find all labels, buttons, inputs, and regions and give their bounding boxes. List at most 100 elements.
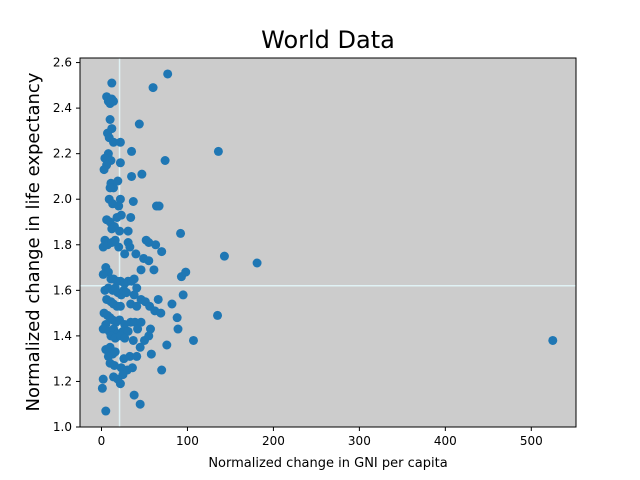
- data-point: [144, 238, 154, 247]
- data-point: [137, 169, 147, 179]
- data-point: [114, 242, 124, 252]
- data-point: [128, 197, 138, 206]
- data-point: [178, 290, 188, 300]
- data-point: [163, 69, 173, 79]
- data-point: [97, 383, 107, 393]
- data-point: [160, 156, 170, 165]
- data-point: [103, 351, 113, 361]
- data-point: [114, 201, 124, 211]
- data-point: [188, 335, 198, 345]
- y-axis-ticks: 1.0 1.2 1.4 1.6 1.8 2.0 2.2 2.4 2.6: [53, 56, 80, 434]
- data-point: [115, 137, 125, 147]
- data-point: [149, 265, 159, 275]
- data-point: [120, 249, 130, 259]
- data-point: [135, 342, 145, 352]
- y-tick-label: 1.8: [53, 238, 72, 252]
- data-point: [144, 256, 154, 266]
- data-point: [156, 308, 166, 318]
- y-tick-label: 2.6: [53, 56, 72, 70]
- data-point: [136, 265, 146, 275]
- data-point: [219, 251, 229, 261]
- data-point: [115, 194, 125, 204]
- data-point: [112, 212, 122, 222]
- data-point: [127, 363, 137, 373]
- data-point: [105, 115, 115, 124]
- data-point: [115, 158, 125, 168]
- data-point: [99, 165, 109, 175]
- x-axis-ticks: 0 100 200 300 400 500: [98, 427, 543, 448]
- data-point: [148, 83, 158, 93]
- data-point: [128, 335, 138, 345]
- data-point: [113, 176, 123, 186]
- data-point: [110, 235, 120, 245]
- data-point: [157, 365, 167, 375]
- data-point: [213, 146, 223, 156]
- data-point: [120, 333, 130, 343]
- plot-area: [80, 58, 576, 427]
- x-tick-label: 100: [176, 434, 199, 448]
- y-tick-label: 1.0: [53, 420, 72, 434]
- data-point: [98, 269, 108, 279]
- data-point: [548, 335, 558, 345]
- data-point: [98, 374, 108, 384]
- data-point: [127, 146, 137, 156]
- data-point: [115, 379, 125, 389]
- data-point: [135, 399, 145, 409]
- data-point: [153, 294, 163, 304]
- data-point: [151, 240, 161, 250]
- y-axis-label: Normalized change in life expectancy: [23, 72, 44, 411]
- data-point: [181, 267, 191, 277]
- data-point: [154, 201, 164, 211]
- data-point: [157, 247, 167, 257]
- data-point: [125, 242, 135, 252]
- data-points: [97, 69, 558, 416]
- data-point: [213, 310, 223, 320]
- y-tick-label: 2.0: [53, 192, 72, 206]
- data-point: [121, 288, 131, 298]
- x-axis-label: Normalized change in GNI per capita: [208, 456, 447, 471]
- x-tick-label: 0: [98, 434, 106, 448]
- y-tick-label: 1.4: [53, 329, 72, 343]
- data-point: [123, 326, 133, 336]
- data-point: [132, 351, 142, 361]
- y-tick-label: 2.4: [53, 101, 72, 115]
- data-point: [129, 390, 139, 400]
- y-tick-label: 2.2: [53, 147, 72, 161]
- data-point: [109, 96, 119, 106]
- data-point: [127, 171, 137, 181]
- data-point: [107, 78, 117, 88]
- x-tick-label: 400: [434, 434, 457, 448]
- data-point: [176, 228, 186, 238]
- data-point: [115, 301, 125, 311]
- data-point: [252, 258, 262, 268]
- data-point: [172, 313, 182, 323]
- data-point: [134, 119, 144, 129]
- data-point: [105, 183, 115, 193]
- data-point: [131, 249, 141, 259]
- plot-frame: [79, 57, 577, 428]
- y-tick-label: 1.2: [53, 374, 72, 388]
- x-tick-label: 500: [520, 434, 543, 448]
- x-tick-label: 300: [348, 434, 371, 448]
- data-point: [109, 361, 119, 370]
- data-point: [129, 290, 139, 300]
- data-point: [109, 137, 119, 147]
- data-point: [118, 370, 128, 380]
- data-point: [129, 274, 139, 284]
- data-point: [136, 317, 146, 327]
- data-point: [132, 283, 142, 293]
- data-point: [123, 226, 133, 236]
- data-point: [162, 340, 172, 350]
- data-point: [126, 212, 136, 222]
- data-point: [146, 349, 156, 359]
- data-point: [167, 299, 177, 309]
- data-point: [132, 301, 142, 311]
- y-tick-label: 1.6: [53, 283, 72, 297]
- data-point: [115, 226, 125, 236]
- x-tick-label: 200: [262, 434, 285, 448]
- data-point: [145, 324, 155, 334]
- data-point: [125, 351, 135, 361]
- data-point: [110, 347, 120, 357]
- data-point: [101, 406, 111, 416]
